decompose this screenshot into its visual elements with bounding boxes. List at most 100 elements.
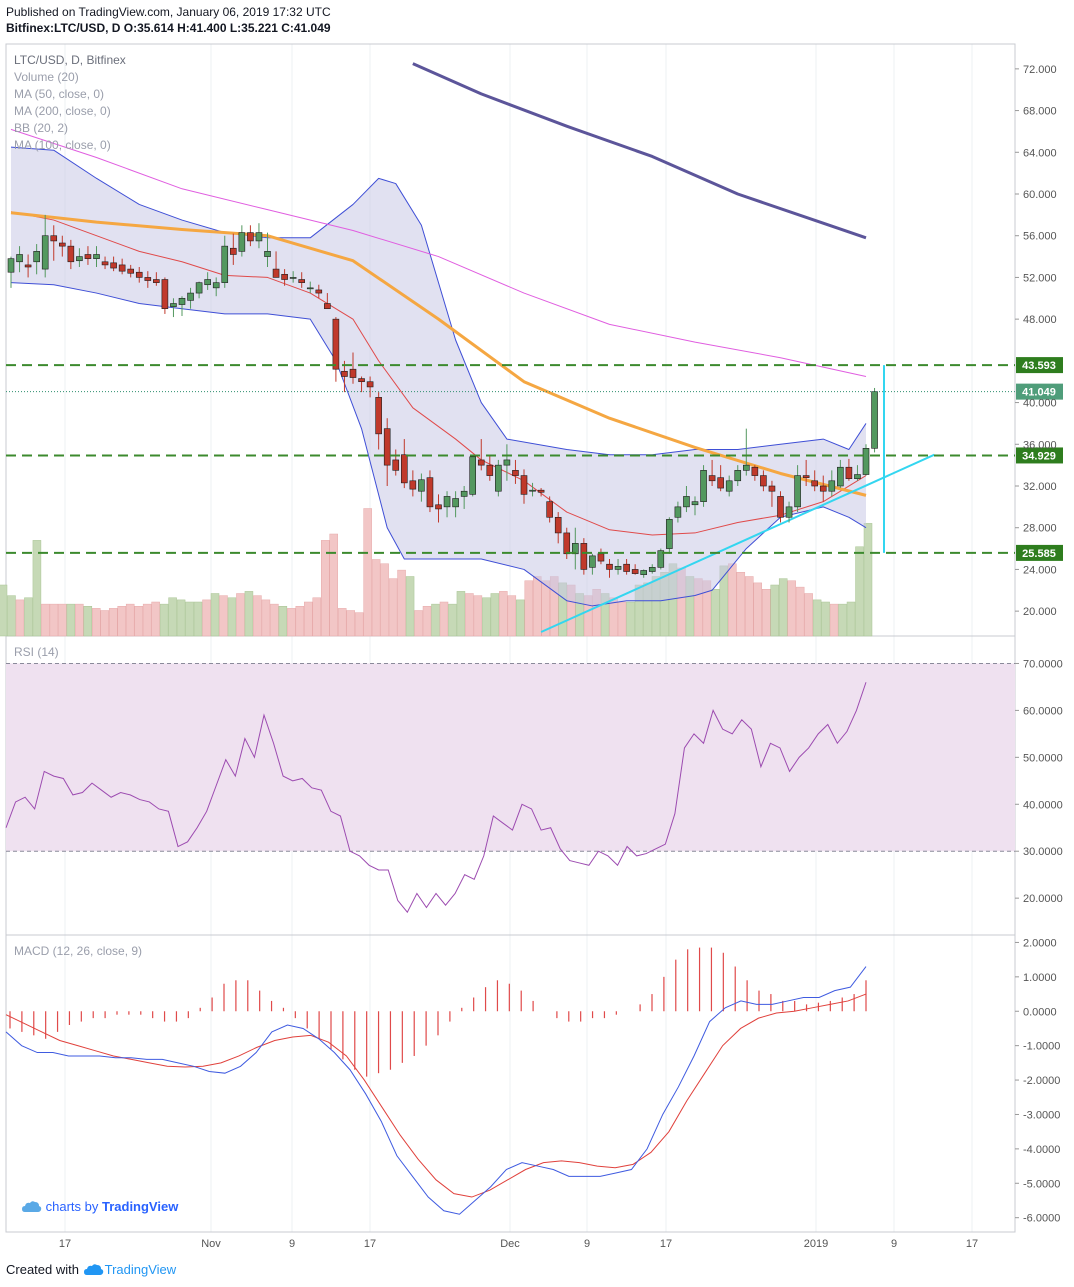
candle-body-15: [135, 271, 143, 278]
volume-bar-10: [83, 606, 93, 637]
candle-1: [16, 246, 23, 273]
volume-bar-88: [745, 576, 754, 637]
candle-24: [212, 277, 220, 297]
candle-46: [400, 439, 408, 489]
macd-axis-tick-7: -5.0000: [1023, 1178, 1060, 1190]
candle-body-28: [247, 232, 254, 242]
candle-body-38: [332, 318, 340, 370]
candle-25: [221, 235, 229, 288]
volume-bar-2: [15, 599, 25, 637]
candle-body-79: [683, 496, 690, 508]
candle-body-98: [845, 466, 853, 480]
volume-bar-29: [244, 591, 254, 637]
volume-bar-52: [439, 601, 449, 637]
rsi-line: [5, 682, 867, 914]
pane-frames: [5, 43, 1016, 1233]
candle-body-95: [819, 485, 827, 492]
volume-bar-60: [507, 595, 517, 637]
price-axis-tick-4: 56.000: [1023, 231, 1057, 243]
time-tick-3: 17: [364, 1238, 376, 1250]
candle-body-92: [794, 475, 801, 508]
candle-body-61: [529, 489, 536, 492]
volume-bar-55: [465, 593, 474, 637]
candle-body-67: [580, 543, 588, 570]
volume-bars: [0, 508, 873, 637]
volume-bar-58: [490, 593, 500, 637]
last-price-label: 41.049: [1022, 387, 1056, 399]
rsi-pane: [5, 682, 867, 914]
level-label-0: 43.593: [1022, 360, 1056, 372]
volume-bar-22: [185, 601, 194, 637]
volume-bar-98: [829, 603, 839, 637]
candle-body-71: [614, 565, 622, 570]
candle-59: [512, 459, 519, 484]
price-axis-tick-11: 24.000: [1023, 564, 1057, 576]
volume-bar-57: [482, 597, 491, 637]
volume-bar-26: [219, 595, 228, 637]
footer-brand[interactable]: TradingView: [104, 1262, 177, 1277]
candle-11: [101, 256, 109, 270]
volume-bar-6: [49, 603, 59, 637]
volume-bar-49: [414, 610, 423, 637]
volume-bar-36: [304, 601, 313, 637]
volume-bar-45: [380, 563, 389, 637]
candle-48: [418, 473, 425, 502]
volume-bar-41: [346, 610, 355, 637]
volume-bar-30: [253, 595, 262, 637]
candle-21: [187, 287, 194, 309]
candle-72: [623, 559, 630, 575]
candle-67: [580, 538, 588, 575]
macd-axis-tick-3: -1.0000: [1023, 1041, 1060, 1053]
candle-19: [170, 298, 177, 318]
candle-body-43: [375, 397, 382, 435]
price-axis-tick-3: 60.000: [1023, 189, 1057, 201]
candle-26: [230, 233, 237, 265]
volume-bar-4: [32, 540, 42, 637]
candle-99: [854, 465, 861, 481]
time-tick-7: 2019: [804, 1238, 828, 1250]
volume-bar-19: [159, 603, 169, 637]
candle-body-54: [469, 456, 477, 495]
candle-body-17: [153, 279, 160, 283]
candle-36: [315, 284, 323, 299]
candle-73: [631, 564, 639, 575]
candle-33: [289, 271, 297, 283]
time-tick-0: 17: [59, 1238, 71, 1250]
price-axis-tick-0: 72.000: [1023, 64, 1057, 76]
candle-body-21: [187, 292, 194, 301]
volume-bar-90: [761, 589, 771, 637]
volume-bar-87: [736, 572, 746, 637]
candle-16: [144, 271, 152, 288]
candle-body-34: [298, 279, 306, 283]
candle-92: [794, 465, 801, 513]
level-label-1: 34.929: [1022, 450, 1056, 462]
candle-body-94: [811, 480, 819, 487]
macd-axis-tick-5: -3.0000: [1023, 1109, 1060, 1121]
candle-body-33: [289, 277, 297, 279]
last-price-box: [1016, 383, 1063, 400]
legend: LTC/USD, D, Bitfinex Volume (20) MA (50, c…: [14, 53, 142, 958]
macd-signal-line: [5, 993, 867, 1198]
volume-bar-37: [312, 597, 322, 637]
candle-body-12: [110, 262, 117, 269]
volume-bar-17: [142, 603, 152, 637]
volume-bar-97: [821, 601, 830, 637]
level-label-2: 25.585: [1022, 548, 1056, 560]
candle-82: [708, 459, 716, 486]
candle-3: [33, 244, 40, 275]
candle-61: [529, 482, 536, 497]
candle-body-50: [435, 504, 442, 510]
candle-35: [306, 281, 314, 294]
candle-78: [674, 501, 682, 523]
candle-body-31: [272, 268, 280, 278]
candle-32: [281, 269, 288, 286]
candle-9: [84, 246, 92, 265]
candle-body-93: [802, 475, 810, 478]
legend-item-5: MA (100, close, 0): [14, 138, 111, 152]
candle-38: [332, 317, 340, 382]
candle-53: [460, 486, 468, 509]
volume-bar-27: [227, 597, 237, 637]
candle-0: [7, 256, 15, 288]
tradingview-watermark[interactable]: charts by TradingView: [22, 1199, 178, 1214]
